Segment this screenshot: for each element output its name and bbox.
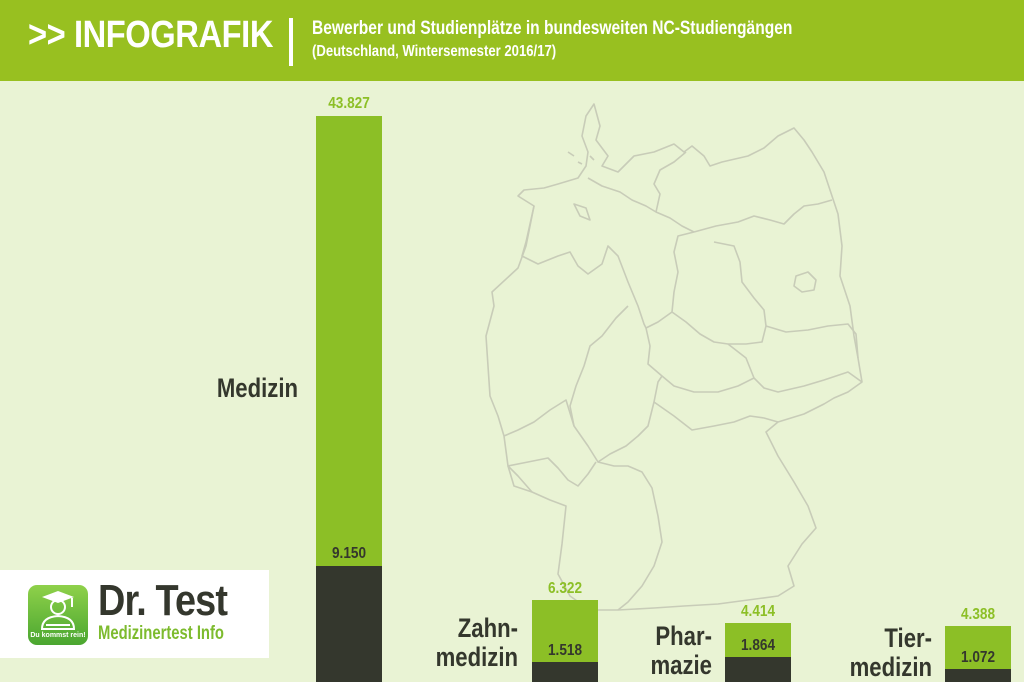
category-label-medizin: Medizin [185,374,298,403]
applicants-segment [725,623,791,657]
bar-zahnmedizin [532,600,598,682]
subtitle-line-1: Bewerber und Studienplätze in bundesweit… [312,18,793,39]
applicants-value-pharmazie: 4.414 [740,603,776,620]
places-segment [945,669,1011,682]
bar-tiermedizin [945,626,1011,682]
places-value-tiermedizin: 1.072 [960,649,996,666]
label-text-line1: Tier- [884,623,932,653]
applicants-segment [945,626,1011,669]
category-label-tiermedizin: Tier- medizin [834,624,932,682]
logo-badge-text: Du kommst rein! [30,632,86,639]
dr-test-logo[interactable]: Du kommst rein! Dr. Test Medizinertest I… [0,570,269,658]
label-text-line1: Zahn- [457,613,518,643]
label-text-line2: medizin [435,642,518,672]
category-label-zahnmedizin: Zahn- medizin [421,614,518,672]
bar-medizin [316,116,382,682]
category-label-pharmazie: Phar- mazie [620,622,712,680]
places-value-zahnmedizin: 1.518 [547,642,583,659]
label-text-line2: medizin [849,652,932,682]
header-subtitle: Bewerber und Studienplätze in bundesweit… [312,17,792,63]
header-banner: >> INFOGRAFIK Bewerber und Studienplätze… [0,0,1024,81]
logo-name: Dr. Test [98,576,228,625]
places-value-pharmazie: 1.864 [740,637,776,654]
graduate-figure-icon [40,591,76,630]
infografik-title: >> INFOGRAFIK [28,14,273,56]
places-segment [532,662,598,682]
applicants-value-tiermedizin: 4.388 [960,606,996,623]
germany-map-icon [485,103,863,611]
subtitle-line-2: (Deutschland, Wintersemester 2016/17) [312,43,557,60]
label-text-line1: Phar- [655,621,712,651]
applicants-value-medizin: 43.827 [328,95,370,112]
bar-pharmazie [725,623,791,682]
header-divider [289,18,293,66]
applicants-value-zahnmedizin: 6.322 [547,580,583,597]
places-value-medizin: 9.150 [331,545,367,562]
applicants-segment [316,116,382,566]
places-segment [725,657,791,682]
label-text-line2: mazie [650,650,712,680]
graduate-cap-icon: Du kommst rein! [28,585,88,645]
places-segment [316,566,382,682]
label-text: Medizin [216,373,298,403]
logo-tagline: Medizinertest Info [98,623,224,644]
applicants-segment [532,600,598,662]
